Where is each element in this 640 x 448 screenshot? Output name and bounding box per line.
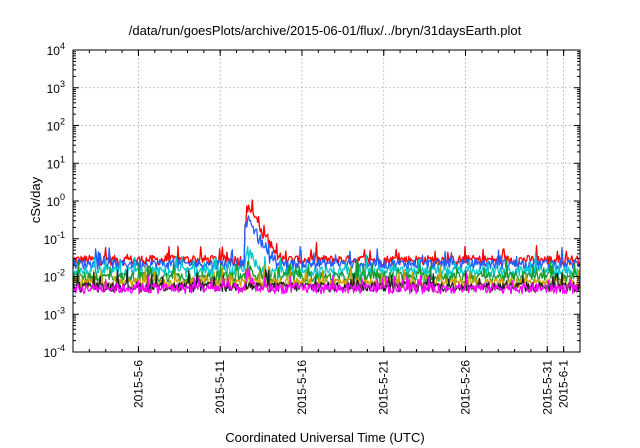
x-tick-label: 2015-5-26 — [459, 360, 473, 415]
y-tick-label: 10-3 — [44, 305, 65, 322]
series-line — [72, 267, 581, 295]
grid-lines — [73, 50, 580, 352]
y-axis-label: cSv/day — [28, 176, 43, 223]
y-tick-label: 103 — [47, 79, 65, 96]
series-layer — [72, 199, 581, 295]
x-axis-label: Coordinated Universal Time (UTC) — [225, 430, 424, 445]
y-tick-label: 10-4 — [44, 343, 65, 360]
y-tick-label: 104 — [47, 41, 65, 58]
x-tick-label: 2015-5-21 — [377, 360, 391, 415]
x-tick-label: 2015-5-31 — [540, 360, 554, 415]
y-tick-label: 10-2 — [44, 268, 65, 285]
series-line — [72, 199, 581, 267]
y-tick-label: 101 — [47, 154, 65, 171]
x-tick-label: 2015-5-6 — [131, 360, 145, 408]
y-tick-label: 10-1 — [44, 230, 65, 247]
series-line — [72, 245, 581, 278]
x-tick-label: 2015-5-16 — [295, 360, 309, 415]
x-tick-label: 2015-5-11 — [213, 360, 227, 414]
chart-title: /data/run/goesPlots/archive/2015-06-01/f… — [129, 23, 522, 38]
y-tick-label: 100 — [47, 192, 65, 209]
y-tick-label: 102 — [47, 117, 65, 134]
series-line — [72, 215, 581, 271]
axes: 10-4 10-3 10-2 10-1 100 101 102 103 104 2015-5-6 2… — [44, 41, 581, 415]
x-tick-label: 2015-6-1 — [557, 360, 571, 408]
plot-frame — [72, 49, 581, 353]
